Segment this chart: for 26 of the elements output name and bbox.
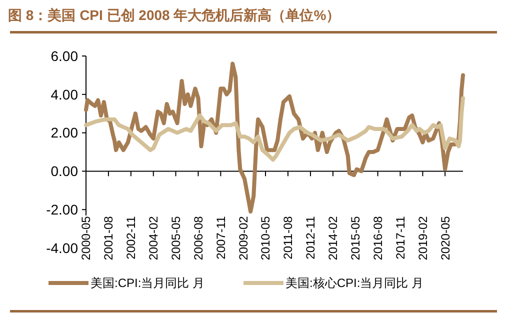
- x-tick-label: 2016-08: [370, 216, 385, 260]
- x-tick-label: 2010-05: [258, 216, 273, 260]
- x-tick-label: 2020-05: [438, 216, 452, 260]
- x-tick-label: 2014-02: [326, 216, 340, 260]
- x-tick-label: 2009-02: [236, 216, 250, 260]
- x-tick-label: 2001-08: [102, 216, 116, 260]
- x-tick-label: 2004-02: [146, 216, 161, 260]
- x-tick-label: 2017-11: [393, 216, 408, 260]
- y-tick-label: 0.00: [50, 163, 78, 180]
- legend-label: 美国:CPI:当月同比 月: [90, 276, 205, 290]
- x-tick-label: 2005-05: [168, 216, 183, 260]
- x-tick-label: 2011-08: [281, 216, 296, 260]
- x-tick-label: 2007-11: [214, 216, 228, 260]
- line-series: [84, 96, 465, 162]
- x-tick-label: 2015-05: [348, 216, 362, 260]
- y-tick-label: 4.00: [50, 86, 78, 102]
- x-tick-label: 2019-02: [416, 216, 430, 260]
- y-tick-label: -2.00: [46, 202, 78, 218]
- y-tick-label: 2.00: [50, 124, 78, 141]
- y-tick-label: 6.00: [50, 48, 78, 64]
- x-tick-label: 2012-11: [304, 216, 318, 260]
- legend-label: 美国:核心CPI:当月同比 月: [286, 276, 424, 290]
- chart-title: 图 8：美国 CPI 已创 2008 年大危机后新高（单位%）: [8, 7, 340, 23]
- x-tick-label: 2006-08: [191, 216, 206, 260]
- x-tick-label: 2002-11: [124, 216, 138, 260]
- y-tick-label: -4.00: [46, 240, 78, 256]
